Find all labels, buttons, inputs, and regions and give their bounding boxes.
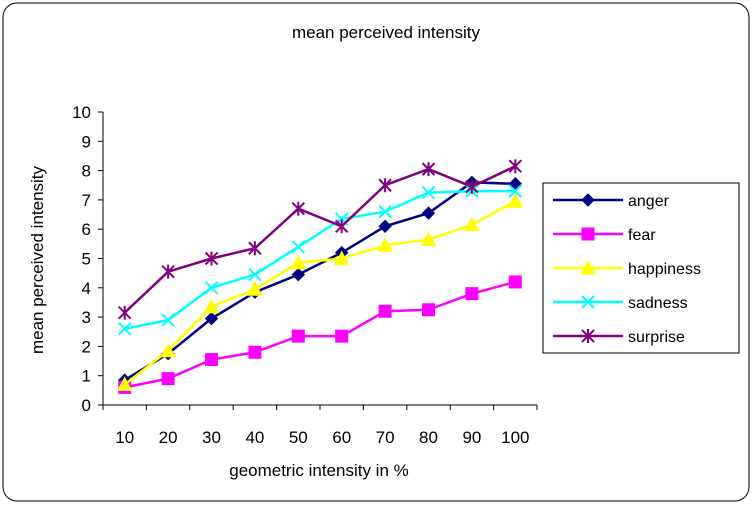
data-point bbox=[291, 267, 306, 282]
series-line bbox=[124, 280, 516, 389]
data-point bbox=[508, 159, 523, 174]
data-point bbox=[117, 322, 132, 336]
plot-area: 0 1 2 3 4 5 6 7 8 9 10 10 20 30 40 50 60 70 80 90 100 bbox=[72, 103, 538, 447]
series-surprise bbox=[117, 159, 523, 320]
data-point bbox=[465, 179, 479, 194]
y-tick-label: 9 bbox=[82, 132, 91, 151]
data-point bbox=[204, 311, 219, 326]
data-point bbox=[291, 329, 305, 343]
data-point bbox=[161, 264, 175, 279]
x-tick-label: 60 bbox=[332, 428, 351, 447]
series-line bbox=[124, 189, 516, 331]
x-tick-label: 70 bbox=[376, 428, 395, 447]
chart-title: mean perceived intensity bbox=[292, 23, 481, 42]
series-sadness bbox=[117, 184, 523, 336]
data-point bbox=[204, 281, 219, 295]
y-tick-label: 2 bbox=[82, 337, 91, 356]
data-point bbox=[507, 193, 524, 208]
series-line bbox=[123, 165, 516, 314]
y-tick-label: 7 bbox=[82, 191, 91, 210]
data-point bbox=[334, 219, 349, 234]
y-tick-label: 6 bbox=[82, 220, 91, 239]
data-point bbox=[160, 342, 176, 358]
data-point bbox=[248, 267, 262, 282]
data-point bbox=[248, 241, 262, 256]
data-point bbox=[247, 281, 263, 296]
x-tick-label: 40 bbox=[245, 428, 264, 447]
x-axis-label: geometric intensity in % bbox=[229, 461, 409, 480]
legend-marker bbox=[581, 227, 595, 241]
legend-label: surprise bbox=[628, 329, 685, 346]
y-tick-label: 4 bbox=[82, 279, 91, 298]
y-tick-label: 0 bbox=[82, 396, 91, 415]
data-point bbox=[421, 185, 436, 200]
data-point bbox=[508, 184, 523, 198]
data-point bbox=[203, 298, 220, 314]
series-happiness bbox=[116, 193, 524, 391]
legend-marker bbox=[581, 193, 595, 207]
legend-marker bbox=[580, 259, 596, 275]
legend-label: fear bbox=[628, 227, 656, 244]
data-point bbox=[161, 372, 175, 386]
y-tick-label: 10 bbox=[72, 103, 91, 122]
chart-border bbox=[2, 2, 750, 502]
x-tick-label: 100 bbox=[501, 428, 529, 447]
legend-label: happiness bbox=[628, 261, 701, 278]
legend-item-anger: anger bbox=[553, 193, 670, 210]
x-tick-label: 10 bbox=[115, 428, 134, 447]
data-point bbox=[378, 219, 392, 233]
data-point bbox=[333, 250, 350, 265]
data-point bbox=[378, 204, 392, 219]
data-point bbox=[248, 345, 262, 359]
data-point bbox=[464, 216, 480, 232]
legend: anger fear happiness sadness surprise bbox=[542, 182, 740, 354]
data-point bbox=[421, 162, 436, 177]
legend-label: sadness bbox=[628, 295, 688, 312]
data-point bbox=[420, 231, 437, 246]
data-point bbox=[508, 275, 522, 289]
y-tick-label: 1 bbox=[82, 367, 91, 386]
x-tick-label: 20 bbox=[159, 428, 178, 447]
y-tick-label: 5 bbox=[82, 250, 91, 269]
legend-item-sadness: sadness bbox=[553, 295, 688, 312]
data-point bbox=[290, 254, 307, 270]
x-tick-label: 50 bbox=[289, 428, 308, 447]
y-axis-label: mean perceived intensity bbox=[28, 165, 47, 354]
data-point bbox=[204, 251, 219, 266]
y-tick-label: 8 bbox=[82, 162, 91, 181]
legend-item-surprise: surprise bbox=[553, 329, 685, 346]
data-point bbox=[422, 303, 435, 317]
series-line bbox=[124, 181, 516, 382]
data-point bbox=[161, 313, 175, 327]
legend-marker bbox=[581, 295, 595, 309]
data-point bbox=[291, 240, 306, 254]
data-point bbox=[117, 305, 132, 320]
data-point bbox=[421, 206, 436, 220]
legend-item-fear: fear bbox=[553, 227, 656, 244]
y-tick-label: 3 bbox=[82, 308, 91, 327]
data-point bbox=[335, 329, 349, 343]
data-point bbox=[378, 304, 392, 318]
legend-label: anger bbox=[628, 193, 670, 210]
x-tick-label: 30 bbox=[202, 428, 221, 447]
data-point bbox=[116, 376, 133, 391]
series-line bbox=[123, 200, 516, 386]
data-point bbox=[291, 201, 306, 216]
x-tick-label: 90 bbox=[462, 428, 481, 447]
data-point bbox=[465, 287, 479, 301]
data-point bbox=[205, 353, 218, 367]
x-tick-label: 80 bbox=[419, 428, 438, 447]
data-point bbox=[378, 178, 392, 193]
data-point bbox=[377, 237, 393, 252]
legend-marker bbox=[581, 329, 595, 343]
legend-item-happiness: happiness bbox=[553, 259, 701, 278]
